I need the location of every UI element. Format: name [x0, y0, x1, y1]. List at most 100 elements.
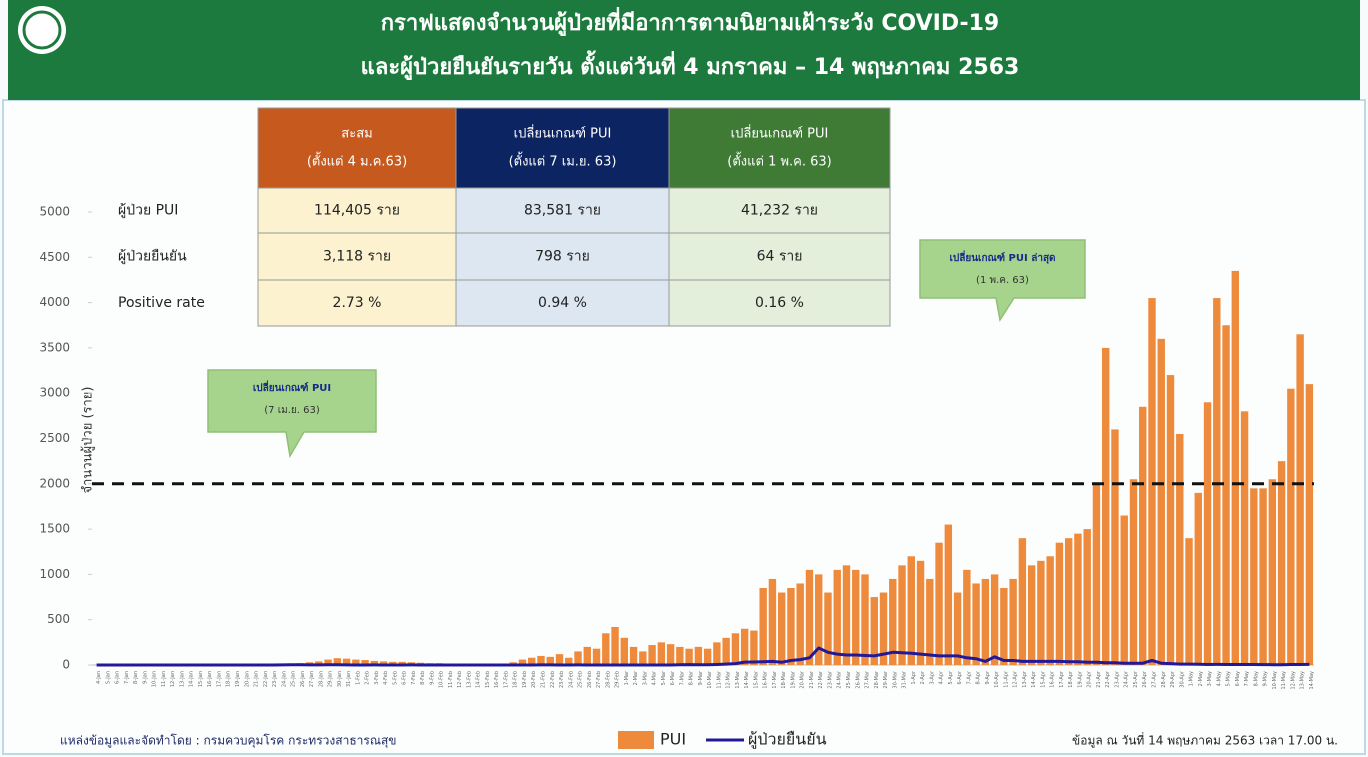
bar	[379, 661, 388, 665]
bar	[852, 569, 860, 665]
x-tick-label: 16-Mar	[763, 670, 769, 689]
bar	[805, 569, 814, 665]
x-tick-label: 29-Feb	[615, 671, 621, 688]
x-tick-label: 14-Apr	[1031, 670, 1037, 688]
x-tick-label: 17-Apr	[1059, 670, 1065, 688]
bar	[1129, 479, 1138, 665]
x-tick-label: 23-Mar	[827, 670, 833, 689]
x-tick-label: 22-Feb	[550, 671, 556, 688]
bar	[565, 657, 573, 665]
x-tick-label: 19-Apr	[1077, 670, 1083, 688]
x-tick-label: 22-Apr	[1105, 670, 1111, 688]
x-tick-label: 13-Feb	[466, 671, 472, 688]
x-tick-label: 5-Apr	[948, 670, 954, 684]
bar	[1000, 587, 1008, 665]
x-tick-label: 13-Jan	[179, 671, 185, 687]
table-header-cell	[668, 107, 891, 189]
bar	[953, 592, 962, 665]
bar	[620, 637, 629, 665]
x-tick-label: 19-Feb	[522, 671, 528, 688]
x-tick-label: 23-Apr	[1114, 670, 1120, 688]
table-cell-text: 41,232 ราย	[741, 203, 818, 219]
x-tick-label: 25-Mar	[846, 670, 852, 689]
x-tick-label: 27-Jan	[309, 671, 315, 687]
legend-label: ผู้ป่วยยืนยัน	[748, 730, 827, 750]
x-tick-label: 3-Feb	[374, 671, 380, 685]
x-tick-label: 3-Apr	[929, 670, 935, 684]
table-cell-text: 83,581 ราย	[524, 203, 601, 219]
bar	[1083, 529, 1091, 665]
x-tick-label: 1-Apr	[911, 670, 917, 684]
bar	[713, 642, 721, 665]
x-tick-label: 28-Mar	[874, 670, 880, 689]
x-tick-label: 28-Jan	[318, 671, 324, 687]
x-tick-label: 21-Mar	[809, 670, 815, 689]
bar	[1240, 411, 1249, 665]
bar	[815, 574, 823, 665]
x-tick-label: 15-Feb	[485, 671, 491, 688]
table-cell	[257, 279, 457, 327]
table-cell	[257, 232, 457, 281]
bar	[629, 646, 638, 665]
table-row-label: Positive rate	[118, 295, 205, 311]
x-tick-label: 10-Jan	[152, 671, 158, 687]
x-tick-label: 8-Feb	[420, 671, 426, 685]
x-tick-label: 27-Mar	[865, 670, 871, 689]
x-tick-label: 11-Apr	[1003, 670, 1009, 688]
table-row-label: ผู้ป่วยยืนยัน	[118, 249, 187, 265]
x-tick-label: 15-Mar	[753, 670, 759, 689]
bar	[1259, 488, 1267, 665]
bar	[648, 645, 656, 665]
table-row-label: ผู้ป่วย PUI	[118, 203, 178, 219]
x-tick-label: 6-Jan	[115, 671, 121, 684]
x-tick-label: 4-Feb	[383, 671, 389, 685]
table-cell-text: 0.16 %	[755, 295, 804, 311]
bar	[1092, 483, 1101, 665]
x-tick-label: 2-Feb	[365, 671, 371, 685]
x-tick-label: 5-Jan	[105, 671, 111, 684]
x-tick-label: 22-Jan	[263, 671, 269, 687]
bar	[926, 578, 934, 665]
callout-text: (1 พ.ค. 63)	[976, 275, 1029, 286]
x-tick-label: 1-Feb	[355, 671, 361, 685]
x-tick-label: 9-Apr	[985, 670, 991, 684]
table-header-subtitle: (ตั้งแต่ 4 ม.ค.63)	[307, 152, 407, 170]
bar	[518, 659, 527, 665]
bar	[639, 651, 647, 665]
table-cell	[455, 232, 670, 281]
bar	[1268, 479, 1277, 665]
bar	[787, 587, 795, 665]
x-tick-label: 12-Mar	[726, 670, 732, 689]
bar	[370, 660, 379, 665]
bar	[740, 628, 749, 665]
bar	[1148, 298, 1156, 665]
x-tick-label: 5-Feb	[392, 671, 398, 685]
x-tick-label: 3-Mar	[642, 670, 648, 685]
bar	[342, 658, 351, 665]
table-header-title: เปลี่ยนเกณฑ์ PUI	[731, 125, 829, 142]
x-tick-label: 18-Jan	[226, 671, 232, 687]
bar	[352, 659, 360, 665]
bar	[963, 569, 971, 665]
x-tick-label: 23-Feb	[559, 671, 565, 688]
chart-title: กราฟแสดงจำนวนผู้ป่วยที่มีอาการตามนิยามเฝ…	[381, 6, 1000, 37]
bar	[972, 583, 980, 665]
x-tick-label: 4-May	[1216, 671, 1222, 686]
x-tick-label: 31-Jan	[346, 671, 352, 687]
x-tick-label: 20-Apr	[1087, 670, 1093, 688]
bar	[1027, 565, 1036, 665]
x-tick-label: 6-Mar	[670, 670, 676, 685]
table-cell-text: 2.73 %	[333, 295, 382, 311]
bar	[1176, 433, 1184, 665]
bar	[398, 661, 406, 665]
x-tick-label: 9-Jan	[142, 671, 148, 684]
table-cell	[668, 187, 891, 234]
bar	[389, 661, 397, 665]
x-tick-label: 11-Jan	[161, 671, 167, 687]
bar	[1166, 375, 1175, 665]
x-tick-label: 22-Mar	[818, 670, 824, 689]
bar	[1287, 388, 1295, 665]
bar	[861, 574, 869, 665]
bar	[1185, 538, 1193, 665]
x-tick-label: 2-May	[1198, 671, 1204, 686]
